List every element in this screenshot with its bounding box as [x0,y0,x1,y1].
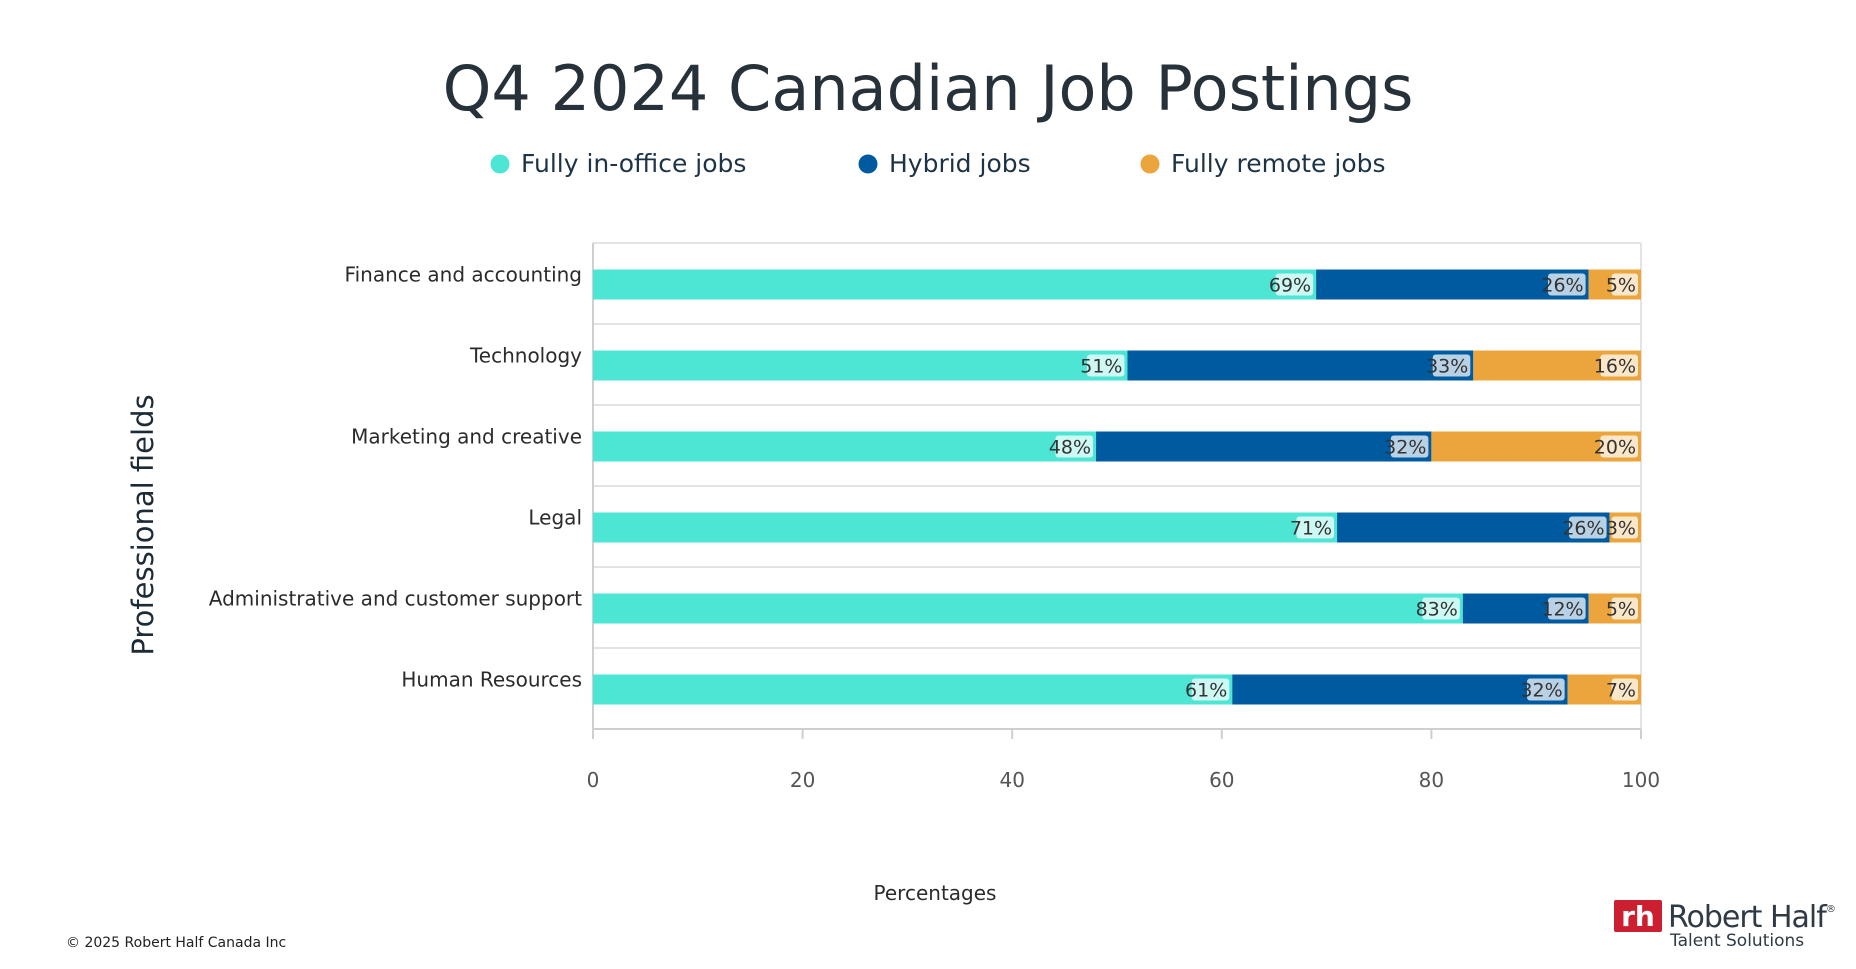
x-tick-label: 80 [1419,768,1444,792]
category-label: Human Resources [401,668,582,692]
logo-mark-icon [1614,900,1662,932]
data-label-background [1611,516,1638,539]
category-label: Technology [469,344,582,368]
x-axis-title: Percentages [874,881,997,905]
y-axis-title: Professional fields [126,394,160,655]
category-label: Administrative and customer support [209,587,582,611]
category-labels: Finance and accounting Technology Marketin… [209,263,582,692]
x-tick-labels: 0 20 40 60 80 100 [587,768,1660,792]
data-label-background [1055,435,1094,458]
data-label: 33% [1426,356,1468,378]
x-tick-label: 40 [999,768,1024,792]
bar-segment [1096,431,1432,462]
data-label: 26% [1562,518,1604,540]
copyright-text: © 2025 Robert Half Canada Inc [66,935,286,951]
data-label-background [1275,273,1314,296]
chart-gridlines [593,242,1642,730]
data-label: 61% [1185,680,1227,702]
category-label: Marketing and creative [351,425,582,449]
legend-label: Fully remote jobs [1171,149,1386,178]
category-label: Finance and accounting [345,263,582,287]
bar-segment [1337,512,1610,543]
data-label: 48% [1049,437,1091,459]
data-label: 7% [1606,680,1636,702]
data-label-background [1600,354,1638,377]
chart-title: Q4 2024 Canadian Job Postings [443,52,1414,125]
legend-marker-icon [490,154,510,174]
bar-segment [1316,269,1589,300]
data-label-background [1527,678,1565,701]
data-label: 3% [1606,518,1636,540]
category-label: Legal [528,506,582,530]
x-tick-label: 100 [1622,768,1660,792]
logo-tagline: Talent Solutions [1669,931,1804,951]
data-label: 16% [1594,356,1636,378]
legend-item: Fully in-office jobs [490,149,746,178]
chart-legend: Fully in-office jobs Hybrid jobs Fully rem… [490,149,1386,178]
bar-segment [1127,350,1474,381]
data-label: 32% [1520,680,1562,702]
logo-mark-text: rh [1621,900,1655,933]
legend-marker-icon [858,154,878,174]
data-label-background [1422,597,1460,620]
data-label-background [1548,273,1586,296]
bar-segment [593,269,1317,300]
data-label-background [1390,435,1429,458]
legend-label: Fully in-office jobs [521,149,746,178]
data-label-background [1600,435,1638,458]
chart-axes [592,243,1642,739]
bar-segment [593,593,1463,624]
data-label: 5% [1606,275,1636,297]
legend-item: Hybrid jobs [858,149,1031,178]
data-label: 69% [1269,275,1311,297]
bar-segment [593,350,1128,381]
data-label: 5% [1606,599,1636,621]
data-label: 20% [1594,437,1636,459]
data-label-background [1548,597,1586,620]
robert-half-logo: rh Robert Half ® Talent Solutions [1614,900,1836,951]
data-label-background [1611,597,1638,620]
data-label: 71% [1290,518,1332,540]
legend-label: Hybrid jobs [889,149,1031,178]
data-label-background [1296,516,1335,539]
bar-segment [593,431,1097,462]
data-label: 51% [1080,356,1122,378]
data-label: 83% [1416,599,1458,621]
bar-segment [1232,674,1568,705]
data-label: 32% [1384,437,1426,459]
x-tick-label: 0 [587,768,600,792]
data-label-background [1611,273,1638,296]
chart-bars: 69% 26% 5%51% 33% 16%48% 32% 20%71% 26% 3%83% 12%… [593,269,1641,705]
x-tick-label: 60 [1209,768,1234,792]
data-label-background [1086,354,1125,377]
data-label-background [1432,354,1471,377]
data-label-background [1568,516,1607,539]
legend-marker-icon [1140,154,1160,174]
bar-segment [593,512,1338,543]
legend-item: Fully remote jobs [1140,149,1386,178]
logo-name: Robert Half [1668,900,1828,935]
data-label: 12% [1541,599,1583,621]
data-label-background [1611,678,1638,701]
x-tick-label: 20 [790,768,815,792]
logo-registered-mark: ® [1826,904,1836,915]
data-label-background [1191,678,1230,701]
bar-segment [593,674,1233,705]
data-label: 26% [1541,275,1583,297]
